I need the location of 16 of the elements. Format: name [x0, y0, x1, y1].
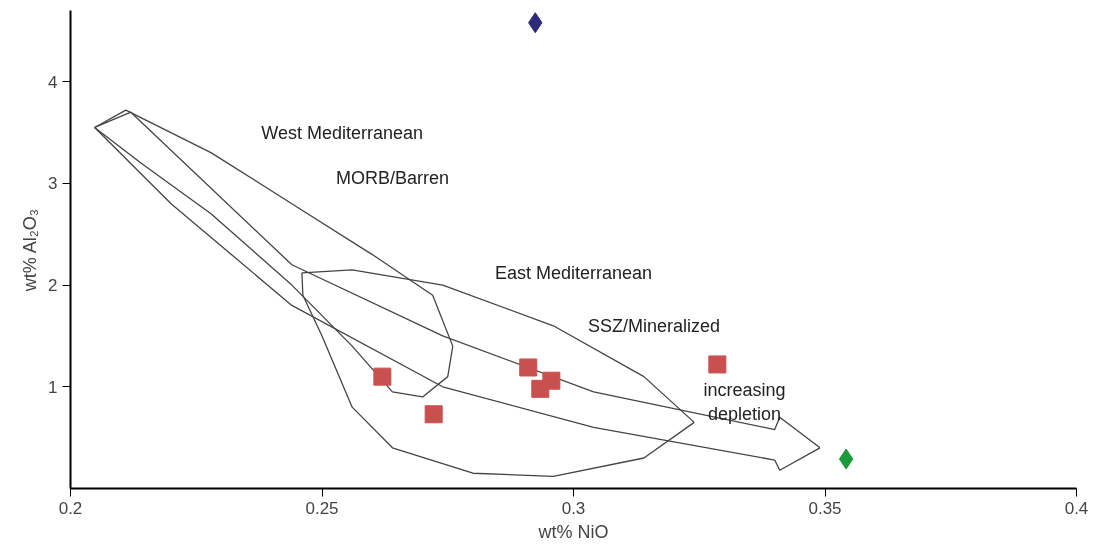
y-tick-label: 2 — [48, 276, 58, 296]
annotation: SSZ/Mineralized — [587, 315, 720, 336]
x-tick-label: 0.25 — [305, 498, 339, 518]
x-axis-title: wt% NiO — [537, 521, 609, 542]
annotation: East Mediterranean — [494, 262, 653, 283]
annotation: increasing depletion — [703, 380, 786, 425]
y-axis-title: wt% Al₂O₃ — [20, 208, 41, 293]
x-tick-label: 0.35 — [808, 498, 842, 518]
x-tick-label: 0.2 — [58, 498, 83, 518]
annotation: MORB/Barren — [335, 168, 449, 189]
x-tick-label: 0.3 — [561, 498, 586, 518]
y-tick-label: 3 — [48, 174, 58, 194]
annotation: West Mediterranean — [261, 122, 423, 143]
y-tick-label: 1 — [48, 377, 58, 397]
y-tick-label: 4 — [48, 72, 58, 92]
x-tick-label: 0.4 — [1064, 498, 1089, 518]
